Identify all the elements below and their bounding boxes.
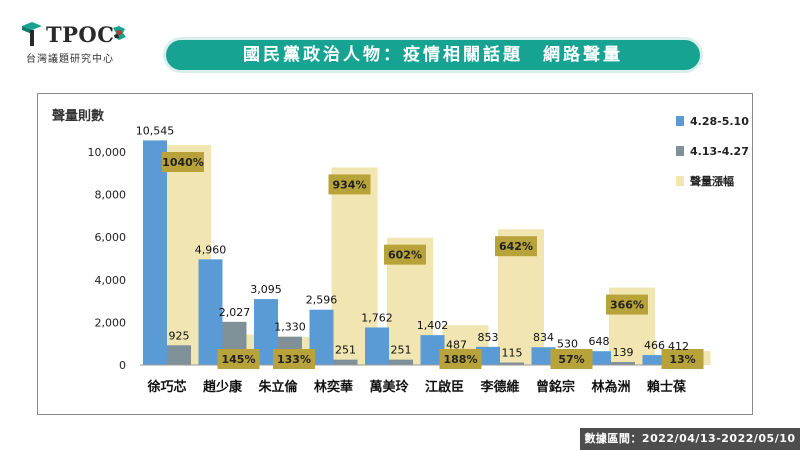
growth-label-box (217, 349, 260, 369)
legend-swatch (676, 116, 684, 126)
tpoc-logo: TPOC 台灣議題研究中心 (14, 18, 144, 70)
recent-value-label: 834 (533, 331, 554, 344)
recent-value-label: 648 (589, 335, 610, 348)
category-label: 李德維 (479, 379, 519, 395)
chart-svg: 聲量則數 0 2,000 4,000 6,000 8,000 10,000 1040% 145%… (52, 108, 749, 395)
category-label: 賴士葆 (647, 379, 687, 395)
growth-label: 366% (610, 299, 644, 312)
category-label: 朱立倫 (257, 379, 298, 395)
y-tick-label: 0 (119, 359, 126, 372)
chart-panel: 聲量則數 0 2,000 4,000 6,000 8,000 10,000 1040% 145%… (37, 93, 753, 415)
recent-value-label: 2,596 (306, 294, 338, 307)
prior-bar (611, 362, 635, 365)
growth-label: 145% (222, 353, 256, 366)
growth-label-box (384, 244, 426, 265)
category-label: 徐巧芯 (146, 379, 186, 395)
recent-value-label: 4,960 (195, 243, 227, 256)
recent-value-label: 3,095 (250, 283, 282, 296)
y-axis-label: 聲量則數 (52, 108, 104, 124)
category-label: 林奕華 (314, 379, 353, 395)
recent-bar (198, 259, 223, 365)
growth-label-box (162, 152, 204, 172)
growth-label-box (661, 349, 704, 369)
growth-label-box (439, 349, 482, 369)
legend-label: 聲量漲幅 (690, 174, 734, 188)
growth-label: 133% (277, 353, 311, 366)
y-tick-label: 4,000 (95, 274, 127, 287)
legend-swatch (676, 176, 684, 186)
growth-label: 642% (499, 240, 533, 253)
y-tick-label: 10,000 (88, 146, 127, 159)
growth-label: 57% (558, 353, 584, 366)
date-range-footer: 數據區間：2022/04/13-2022/05/10 (580, 428, 800, 450)
prior-bar (167, 345, 191, 365)
logo-subtitle: 台灣議題研究中心 (26, 54, 114, 65)
growth-label-box (495, 236, 537, 257)
y-tick-label: 2,000 (95, 316, 127, 329)
prior-value-label: 251 (391, 344, 412, 357)
growth-label: 188% (444, 353, 478, 366)
legend-swatch (676, 146, 684, 156)
prior-value-label: 412 (668, 340, 689, 353)
growth-label-box (328, 174, 371, 195)
recent-bar (143, 140, 167, 365)
legend-label: 4.13-4.27 (690, 145, 749, 158)
growth-label: 602% (388, 249, 422, 262)
prior-bar (333, 359, 358, 365)
title-banner: 國民黨政治人物：疫情相關話題 網路聲量 (166, 40, 700, 70)
category-label: 趙少康 (203, 379, 243, 395)
growth-label: 1040% (162, 156, 204, 169)
recent-value-label: 466 (644, 339, 665, 352)
recent-bar (365, 327, 389, 365)
prior-value-label: 487 (446, 339, 467, 352)
category-label: 曾銘宗 (536, 379, 575, 395)
growth-label-box (273, 349, 315, 369)
prior-value-label: 115 (502, 347, 523, 360)
prior-value-label: 2,027 (219, 306, 251, 319)
growth-label: 13% (669, 353, 695, 366)
page-title: 國民黨政治人物：疫情相關話題 網路聲量 (243, 45, 623, 65)
prior-value-label: 530 (557, 338, 578, 351)
recent-bar (587, 351, 611, 365)
recent-value-label: 1,402 (417, 319, 449, 332)
tpoc-logo-icon (22, 22, 42, 46)
prior-bar (500, 362, 524, 365)
logo-text: TPOC (46, 22, 115, 47)
category-label: 林為洲 (591, 379, 630, 395)
category-label: 萬美玲 (369, 379, 409, 395)
date-range-text: 數據區間：2022/04/13-2022/05/10 (584, 432, 796, 445)
y-tick-label: 8,000 (95, 189, 127, 202)
recent-bar (642, 355, 667, 365)
prior-value-label: 251 (335, 344, 356, 357)
recent-value-label: 10,545 (136, 124, 175, 137)
growth-label-box (606, 294, 648, 315)
recent-value-label: 1,762 (361, 311, 393, 324)
recent-bar (531, 347, 556, 365)
recent-bar (476, 346, 500, 365)
recent-value-label: 853 (478, 331, 499, 344)
category-label: 江啟臣 (425, 379, 464, 395)
prior-value-label: 1,330 (274, 321, 306, 334)
growth-label: 934% (333, 178, 367, 191)
prior-value-label: 139 (613, 346, 634, 359)
y-tick-label: 6,000 (95, 231, 127, 244)
growth-label-box (550, 349, 593, 369)
prior-bar (389, 359, 413, 365)
logo-map-icon (113, 26, 126, 40)
prior-value-label: 925 (169, 329, 190, 342)
legend-label: 4.28-5.10 (690, 115, 749, 128)
